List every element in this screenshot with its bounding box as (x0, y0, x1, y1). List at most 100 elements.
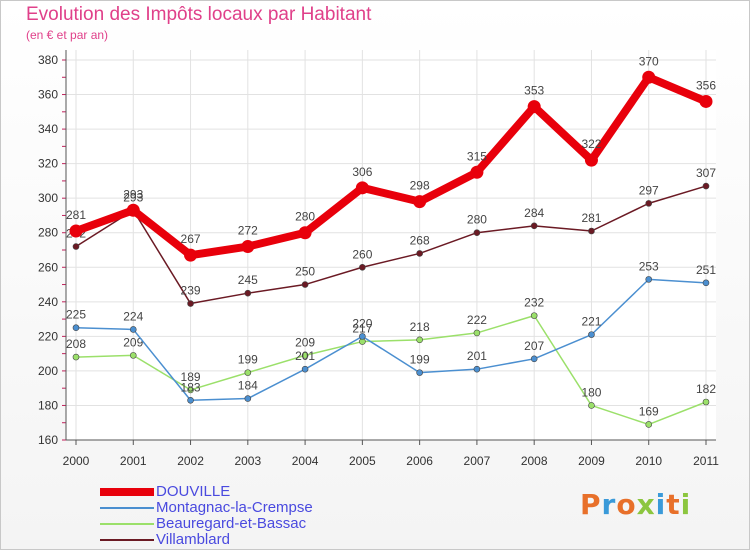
legend-label-beauregard: Beauregard-et-Bassac (156, 515, 307, 532)
data-label: 281 (581, 211, 601, 225)
data-point (72, 243, 80, 250)
data-point (702, 279, 710, 287)
data-point (298, 226, 312, 240)
y-tick-label: 180 (38, 398, 58, 412)
data-label: 199 (410, 353, 430, 367)
data-point (645, 200, 653, 207)
data-label: 370 (639, 54, 659, 68)
data-point (187, 300, 194, 307)
y-tick-label: 300 (38, 191, 58, 205)
logo-letter: i (655, 488, 667, 521)
data-label: 353 (524, 84, 544, 98)
data-label: 281 (66, 208, 86, 222)
data-point (645, 276, 653, 283)
data-point (416, 369, 423, 376)
data-point (241, 240, 255, 254)
logo-letter: r (601, 488, 617, 521)
y-tick-label: 320 (38, 157, 58, 171)
y-tick-label: 380 (38, 53, 58, 67)
data-label: 220 (352, 316, 372, 330)
data-label: 222 (467, 313, 487, 327)
data-label: 251 (696, 263, 716, 277)
chart-title: Evolution des Impôts locaux par Habitant (26, 4, 372, 25)
data-point (473, 365, 481, 373)
y-tick-label: 260 (38, 260, 58, 274)
data-label: 239 (181, 284, 201, 298)
data-label: 180 (581, 385, 601, 399)
data-label: 322 (581, 137, 601, 151)
data-point (642, 70, 656, 84)
legend-item-villamblard: Villamblard (100, 531, 360, 548)
series-douville: 281 293 267 272 280 306 298 315 353 322 370 356 (66, 54, 716, 262)
data-point (129, 326, 137, 333)
legend-item-douville: DOUVILLE (100, 483, 360, 500)
data-point (702, 398, 710, 406)
data-label: 207 (524, 339, 544, 353)
x-tick-label: 2009 (578, 454, 605, 468)
legend-swatch-montagnac (100, 507, 154, 509)
chart-legend: DOUVILLE Montagnac-la-Crempse Beauregard… (100, 483, 360, 548)
legend-swatch-villamblard (100, 539, 154, 541)
chart-subtitle: (en € et par an) (26, 28, 109, 42)
data-label: 217 (352, 322, 372, 336)
y-tick-label: 340 (38, 122, 58, 136)
legend-swatch-douville (100, 488, 154, 496)
data-label: 280 (295, 210, 315, 224)
data-label: 280 (467, 213, 487, 227)
legend-item-montagnac: Montagnac-la-Crempse (100, 499, 360, 516)
y-tick-label: 240 (38, 295, 58, 309)
x-tick-label: 2002 (177, 454, 204, 468)
data-point (416, 250, 423, 257)
data-point (584, 153, 598, 167)
series-line-villamblard (75, 185, 707, 305)
data-point (588, 331, 595, 338)
data-label: 218 (410, 320, 430, 334)
data-point (244, 395, 252, 402)
data-point (69, 224, 83, 238)
data-label: 225 (66, 308, 86, 322)
data-label: 184 (238, 379, 258, 393)
data-label: 221 (581, 315, 601, 329)
data-label: 201 (295, 349, 315, 363)
x-tick-label: 2006 (406, 454, 433, 468)
logo-letter: o (616, 488, 637, 521)
data-point (530, 312, 538, 319)
data-label: 260 (352, 247, 372, 261)
data-label: 268 (410, 233, 430, 247)
data-label: 298 (410, 179, 430, 193)
logo-letter: t (666, 488, 681, 521)
data-point (187, 386, 194, 394)
data-point (527, 100, 541, 114)
data-label: 284 (524, 206, 544, 220)
data-point (244, 289, 252, 297)
x-tick-label: 2005 (349, 454, 376, 468)
data-point (359, 333, 366, 340)
data-point (301, 352, 309, 359)
logo-letter: P (580, 488, 602, 521)
series-line-douville (72, 73, 710, 260)
data-point (699, 94, 713, 108)
data-label: 189 (181, 370, 201, 384)
data-label: 297 (639, 183, 659, 197)
data-label: 315 (467, 149, 487, 163)
data-point (530, 222, 538, 230)
y-tick-label: 280 (38, 226, 58, 240)
data-point (72, 324, 80, 332)
data-label: 199 (238, 353, 258, 367)
data-label: 306 (352, 165, 372, 179)
y-tick-label: 360 (38, 88, 58, 102)
data-label: 267 (181, 232, 201, 246)
x-tick-label: 2004 (292, 454, 319, 468)
legend-label-douville: DOUVILLE (156, 483, 231, 500)
data-label: 272 (238, 224, 258, 238)
y-tick-label: 220 (38, 329, 58, 343)
data-point (416, 336, 423, 344)
data-label: 232 (524, 296, 544, 310)
data-point (355, 181, 369, 195)
y-tick-label: 200 (38, 364, 58, 378)
data-point (530, 355, 538, 363)
data-point (301, 365, 309, 373)
data-label: 293 (123, 190, 143, 204)
legend-label-villamblard: Villamblard (156, 531, 230, 548)
